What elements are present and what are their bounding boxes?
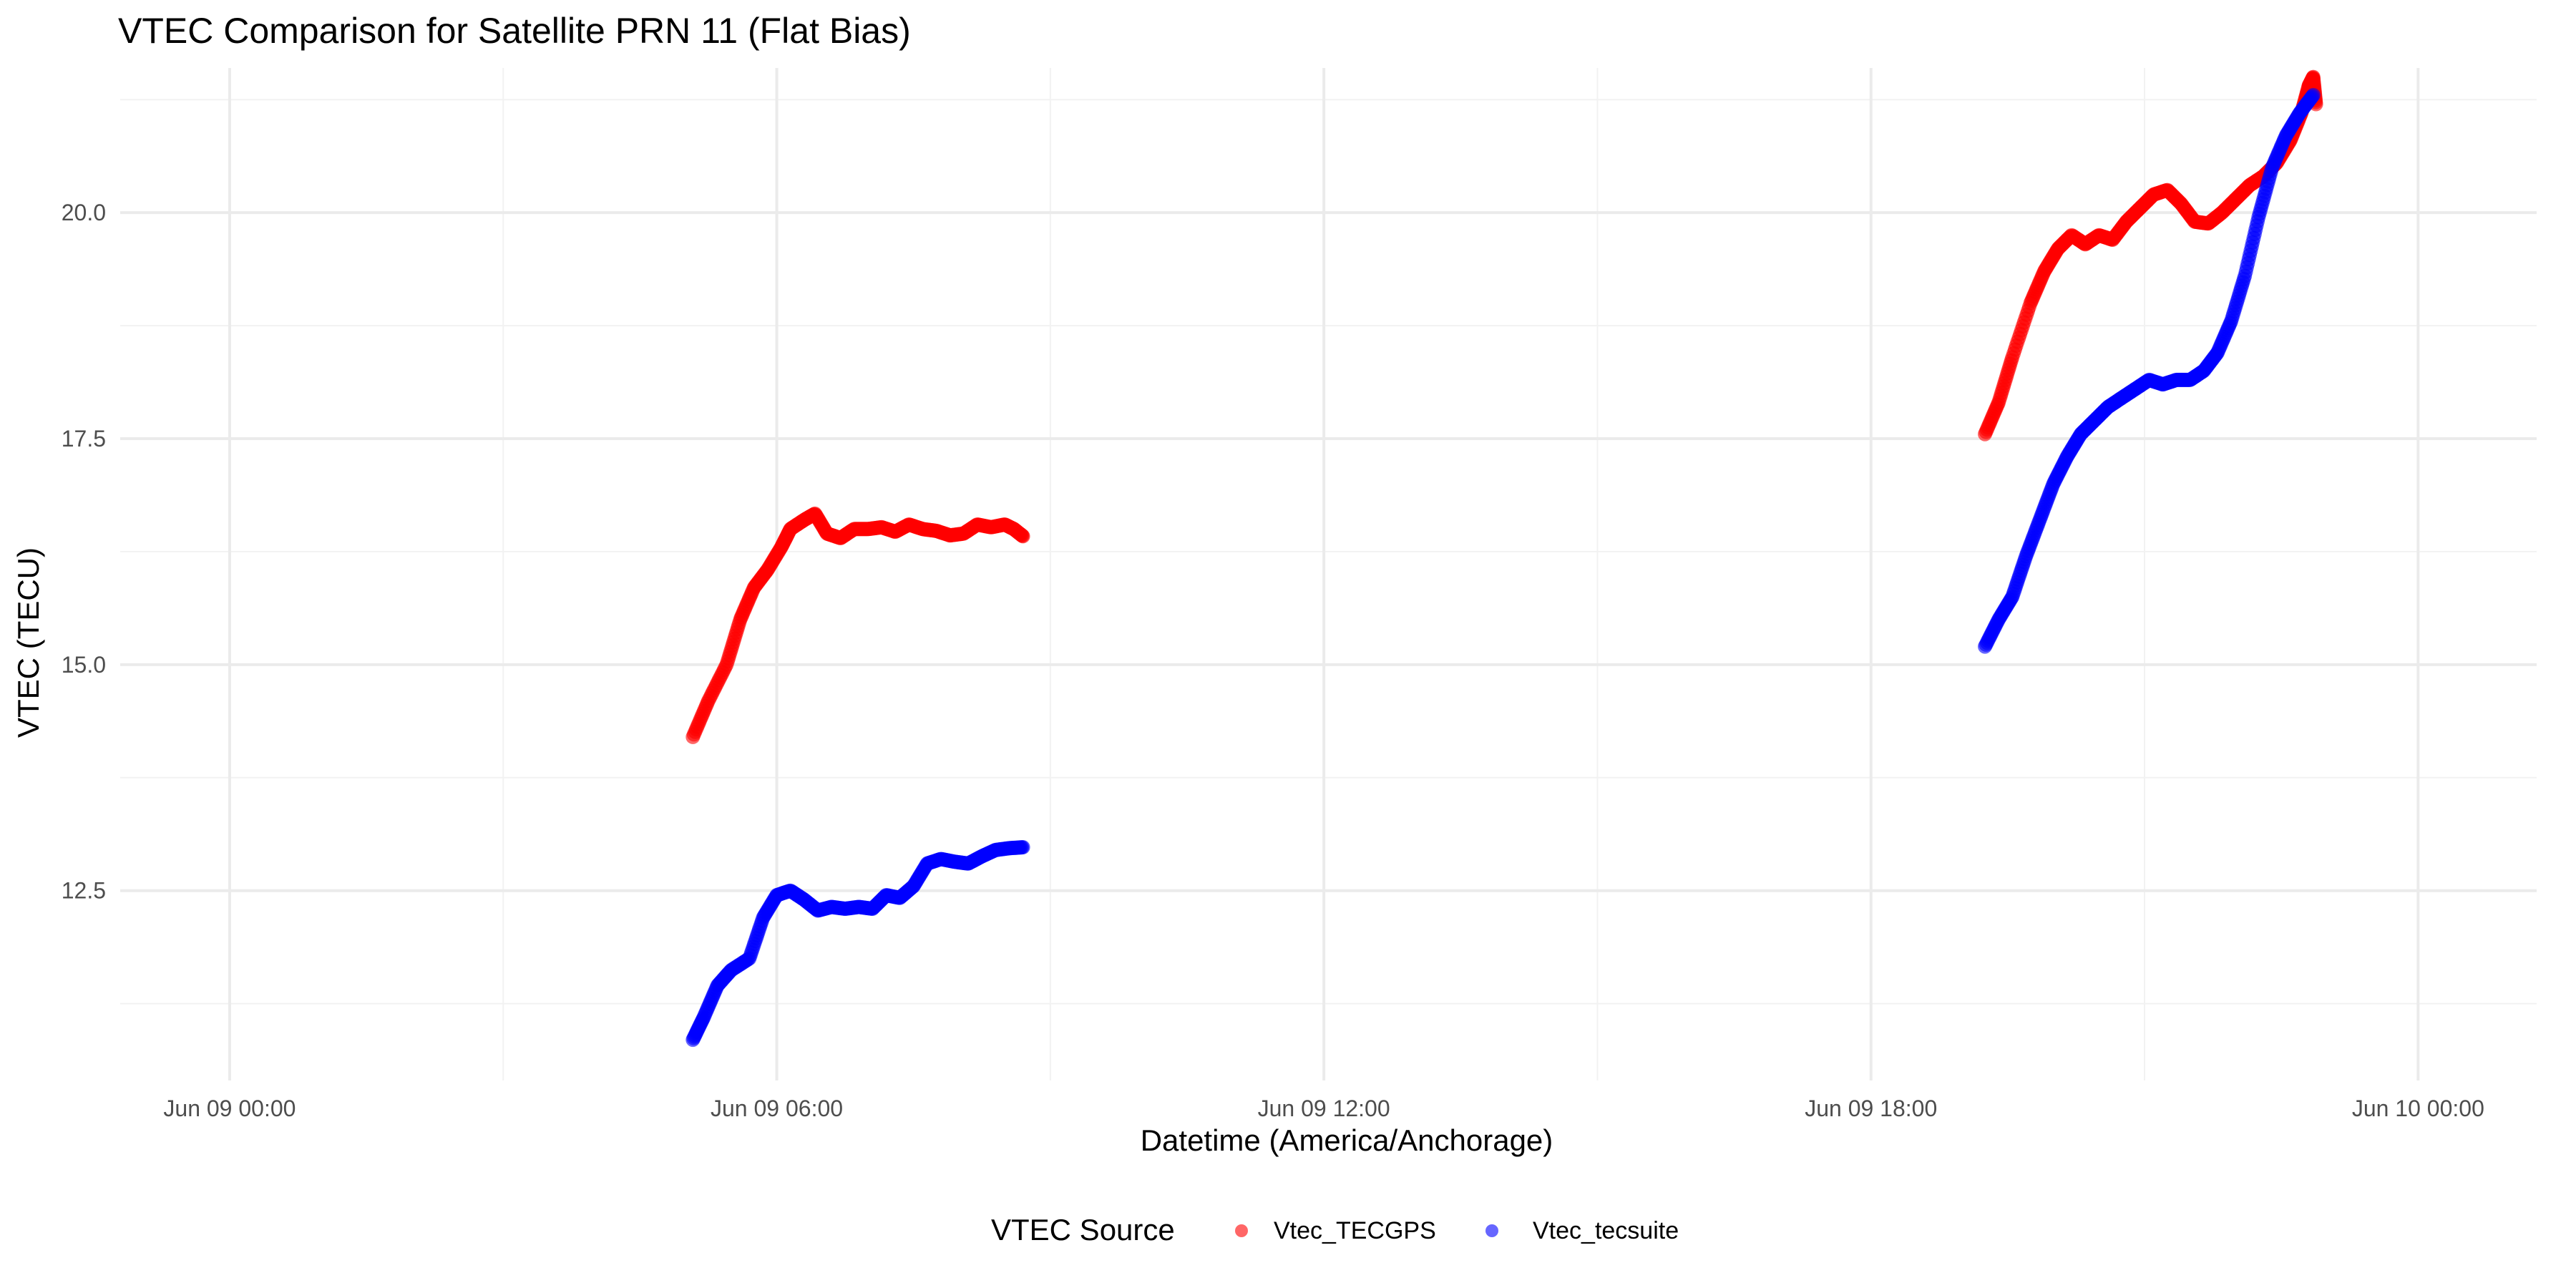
data-point xyxy=(1015,529,1030,544)
legend: VTEC Source Vtec_TECGPS Vtec_tecsuite xyxy=(991,1213,1679,1246)
data-point xyxy=(2306,87,2321,102)
x-tick-label: Jun 09 12:00 xyxy=(1258,1096,1390,1121)
y-tick-label: 17.5 xyxy=(62,426,106,452)
legend-marker-tecgps xyxy=(1235,1224,1248,1237)
data-point xyxy=(1015,840,1030,854)
data-points xyxy=(686,69,2323,1048)
axis-labels: Jun 09 00:00 Jun 09 06:00 Jun 09 12:00 Jun … xyxy=(62,200,2484,1121)
series-Vtec_tecsuite xyxy=(686,87,2321,1048)
series-Vtec_TECGPS xyxy=(686,69,2323,744)
x-tick-label: Jun 10 00:00 xyxy=(2352,1096,2484,1121)
legend-label-tecsuite: Vtec_tecsuite xyxy=(1533,1217,1679,1244)
legend-label-tecgps: Vtec_TECGPS xyxy=(1274,1217,1436,1244)
chart-title: VTEC Comparison for Satellite PRN 11 (Fl… xyxy=(118,11,911,51)
grid xyxy=(120,68,2537,1080)
y-tick-label: 20.0 xyxy=(62,200,106,225)
x-tick-label: Jun 09 18:00 xyxy=(1805,1096,1937,1121)
y-tick-label: 12.5 xyxy=(62,878,106,904)
y-axis-title: VTEC (TECU) xyxy=(11,547,45,738)
legend-marker-tecsuite xyxy=(1485,1224,1498,1237)
legend-title: VTEC Source xyxy=(991,1213,1175,1246)
x-axis-title: Datetime (America/Anchorage) xyxy=(1141,1123,1553,1157)
x-tick-label: Jun 09 06:00 xyxy=(711,1096,843,1121)
y-tick-label: 15.0 xyxy=(62,652,106,678)
x-tick-label: Jun 09 00:00 xyxy=(163,1096,296,1121)
